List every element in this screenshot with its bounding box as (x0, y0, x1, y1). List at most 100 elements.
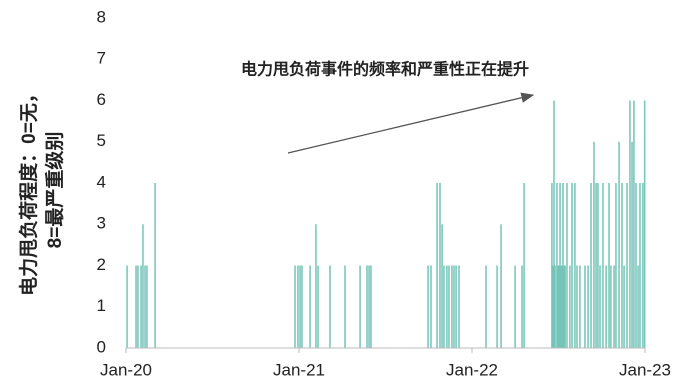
x-tick-label: Jan-21 (273, 360, 325, 379)
bar (359, 265, 361, 348)
bar (556, 183, 558, 348)
bar (643, 100, 646, 348)
bar (631, 141, 633, 348)
y-label-line: 电力甩负荷程度：0=无， (17, 84, 40, 296)
bar (514, 265, 516, 348)
bar (595, 183, 597, 348)
bar (562, 183, 564, 348)
bar (602, 183, 604, 348)
bar (294, 265, 296, 348)
bar (446, 265, 448, 348)
bar (563, 265, 565, 348)
y-tick-label: 8 (97, 7, 106, 26)
bar (317, 265, 319, 348)
bar (608, 183, 610, 348)
bar (144, 265, 146, 348)
bar (126, 265, 128, 348)
bar (560, 265, 562, 348)
bar (436, 183, 438, 348)
bar (441, 224, 443, 348)
bar (613, 265, 615, 348)
bar (142, 224, 144, 348)
bar (629, 100, 631, 348)
bar (315, 224, 317, 348)
bar (146, 265, 148, 348)
bar (443, 265, 445, 348)
bar (427, 265, 429, 348)
bar (329, 265, 331, 348)
bar (368, 265, 370, 348)
bar (451, 265, 453, 348)
bar (439, 183, 441, 348)
y-label-line: 8=最严重级别 (43, 132, 66, 249)
bar (344, 265, 346, 348)
bar (599, 265, 601, 348)
y-label: 电力甩负荷程度：0=无， 8=最严重级别 (17, 84, 66, 296)
bar (552, 265, 554, 348)
bar (623, 265, 625, 348)
bar (455, 265, 457, 348)
bar (299, 265, 301, 348)
bar (597, 183, 599, 348)
bar (551, 183, 553, 348)
y-tick-label: 4 (97, 172, 106, 191)
bar (626, 183, 628, 348)
bar (297, 265, 299, 348)
bar (448, 265, 450, 348)
bar (301, 265, 303, 348)
bar (571, 183, 573, 348)
bar (621, 183, 623, 348)
bar (458, 265, 460, 348)
bar (593, 141, 595, 348)
y-tick-label: 7 (97, 49, 106, 68)
bar (605, 265, 607, 348)
y-tick-label: 0 (97, 337, 106, 356)
bar (579, 265, 581, 348)
annotation: 电力甩负荷事件的频率和严重性正在提升 (241, 60, 529, 79)
bar (430, 265, 432, 348)
bar (554, 265, 556, 348)
bar (569, 265, 571, 348)
bar (564, 265, 566, 348)
bar (558, 265, 560, 348)
x-tick-label: Jan-23 (619, 360, 671, 379)
bar (587, 265, 589, 348)
x-tick-label: Jan-22 (446, 360, 498, 379)
bar (633, 100, 635, 348)
bar (561, 265, 563, 348)
bar (154, 183, 156, 348)
bar (366, 265, 368, 348)
bar (135, 265, 137, 348)
bar (639, 183, 641, 348)
x-tick-label: Jan-20 (100, 360, 152, 379)
y-tick-label: 1 (97, 296, 106, 315)
bar (500, 224, 502, 348)
bar (635, 183, 637, 348)
bar (574, 183, 576, 348)
bar (453, 265, 455, 348)
bar (553, 100, 555, 348)
bar (521, 265, 523, 348)
bar (637, 265, 639, 348)
bar (566, 183, 568, 348)
y-tick-label: 6 (97, 90, 106, 109)
bar (557, 265, 559, 348)
arrow (287, 92, 535, 154)
bar (584, 265, 586, 348)
bar (523, 183, 525, 348)
bar (137, 265, 139, 348)
bar (576, 265, 578, 348)
bar (590, 183, 592, 348)
bar (610, 265, 612, 348)
bar (496, 265, 498, 348)
bar (485, 265, 487, 348)
y-tick-label: 2 (97, 255, 106, 274)
bar (618, 141, 620, 348)
y-tick-label: 5 (97, 131, 106, 150)
bar (615, 183, 617, 348)
bar (140, 265, 142, 348)
bar (559, 183, 561, 348)
bar (370, 265, 372, 348)
bar (309, 265, 311, 348)
